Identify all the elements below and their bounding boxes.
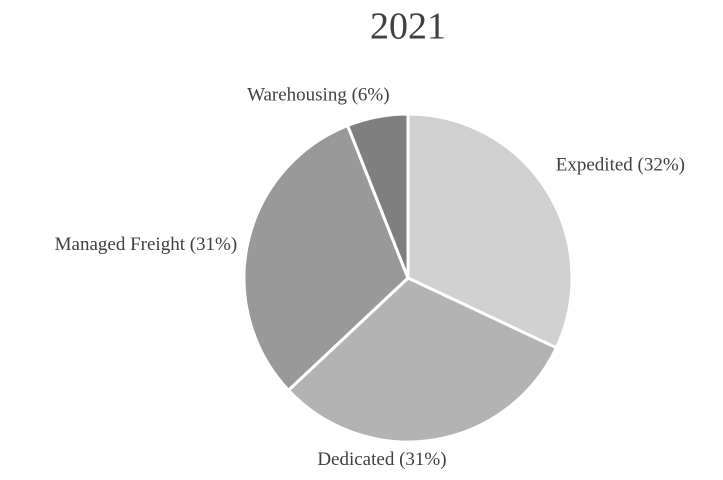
pie-slice (345, 112, 410, 279)
chart-title: 2021 (370, 6, 446, 48)
pie-slice (242, 123, 410, 393)
data-label: Dedicated (31%) (317, 449, 446, 470)
pie-slice (286, 276, 559, 444)
data-label: Expedited (32%) (556, 155, 685, 176)
data-label: Managed Freight (31%) (55, 234, 238, 255)
data-label: Warehousing (6%) (247, 85, 390, 106)
pie-slice (406, 112, 574, 350)
